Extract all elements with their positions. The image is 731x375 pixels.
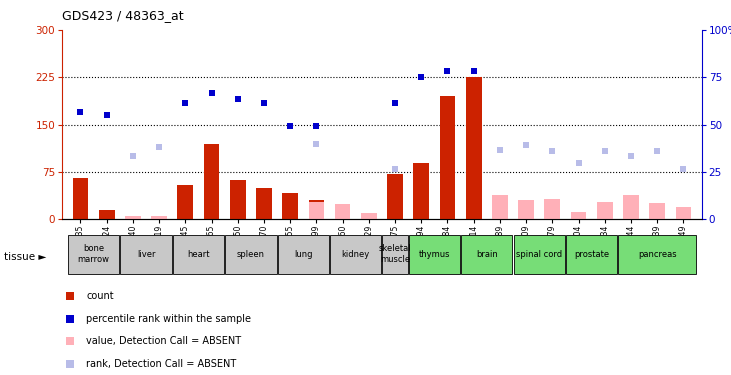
FancyBboxPatch shape bbox=[68, 235, 119, 274]
Bar bbox=[361, 213, 376, 219]
Bar bbox=[308, 200, 325, 219]
FancyBboxPatch shape bbox=[566, 235, 618, 274]
Bar bbox=[623, 195, 639, 219]
FancyBboxPatch shape bbox=[278, 235, 329, 274]
Bar bbox=[151, 216, 167, 219]
Bar bbox=[178, 184, 193, 219]
FancyBboxPatch shape bbox=[121, 235, 172, 274]
Bar bbox=[387, 174, 403, 219]
Text: value, Detection Call = ABSENT: value, Detection Call = ABSENT bbox=[86, 336, 241, 346]
Bar bbox=[597, 202, 613, 219]
FancyBboxPatch shape bbox=[173, 235, 224, 274]
Bar bbox=[204, 144, 219, 219]
Text: tissue ►: tissue ► bbox=[4, 252, 46, 262]
FancyBboxPatch shape bbox=[461, 235, 512, 274]
Text: skeletal
muscle: skeletal muscle bbox=[379, 244, 412, 264]
Bar bbox=[230, 180, 246, 219]
Text: kidney: kidney bbox=[341, 250, 370, 259]
Bar bbox=[72, 178, 88, 219]
Bar bbox=[518, 200, 534, 219]
Text: count: count bbox=[86, 291, 114, 301]
Bar bbox=[466, 77, 482, 219]
Bar bbox=[125, 216, 141, 219]
FancyBboxPatch shape bbox=[330, 235, 382, 274]
Bar bbox=[335, 204, 350, 219]
Bar bbox=[571, 212, 586, 219]
Text: spleen: spleen bbox=[237, 250, 265, 259]
Bar bbox=[675, 207, 692, 219]
Text: GDS423 / 48363_at: GDS423 / 48363_at bbox=[62, 9, 183, 22]
Text: lung: lung bbox=[294, 250, 313, 259]
Bar bbox=[492, 195, 508, 219]
FancyBboxPatch shape bbox=[225, 235, 276, 274]
Text: brain: brain bbox=[476, 250, 498, 259]
FancyBboxPatch shape bbox=[382, 235, 408, 274]
Bar bbox=[414, 163, 429, 219]
Text: spinal cord: spinal cord bbox=[516, 250, 562, 259]
Text: heart: heart bbox=[187, 250, 210, 259]
Bar bbox=[99, 210, 115, 219]
Bar bbox=[282, 193, 298, 219]
Text: prostate: prostate bbox=[574, 250, 609, 259]
Text: rank, Detection Call = ABSENT: rank, Detection Call = ABSENT bbox=[86, 359, 237, 369]
Bar bbox=[256, 188, 272, 219]
Bar bbox=[545, 199, 560, 219]
Text: pancreas: pancreas bbox=[638, 250, 676, 259]
FancyBboxPatch shape bbox=[618, 235, 696, 274]
FancyBboxPatch shape bbox=[409, 235, 460, 274]
Bar bbox=[649, 203, 665, 219]
FancyBboxPatch shape bbox=[514, 235, 565, 274]
Text: liver: liver bbox=[137, 250, 155, 259]
Bar bbox=[439, 96, 455, 219]
Text: percentile rank within the sample: percentile rank within the sample bbox=[86, 314, 251, 324]
Bar bbox=[308, 202, 325, 219]
Text: thymus: thymus bbox=[419, 250, 450, 259]
Text: bone
marrow: bone marrow bbox=[77, 244, 110, 264]
